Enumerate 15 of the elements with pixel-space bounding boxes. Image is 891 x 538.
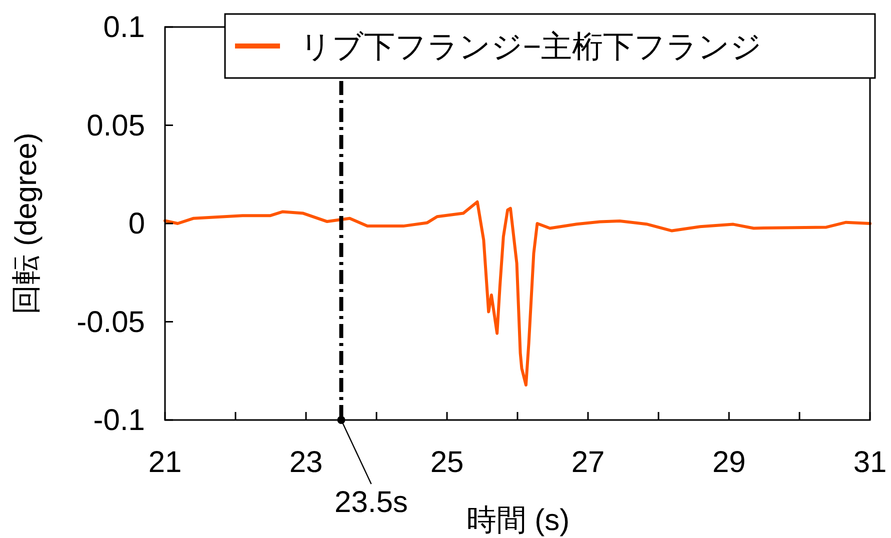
x-tick-label: 27 xyxy=(571,446,605,479)
x-tick-label: 25 xyxy=(430,446,464,479)
y-tick-label: 0 xyxy=(128,208,145,240)
legend-label: リブ下フランジ−主桁下フランジ xyxy=(300,29,762,64)
y-tick-label: 0.05 xyxy=(86,109,145,142)
x-tick-label: 31 xyxy=(853,446,887,479)
y-axis-title: 回転 (degree) xyxy=(10,132,43,314)
y-tick-label: -0.1 xyxy=(93,404,145,437)
x-axis-title: 時間 (s) xyxy=(466,504,570,537)
annotation: 23.5s xyxy=(334,486,408,519)
y-tick-label: -0.05 xyxy=(76,306,145,339)
y-tick-label: 0.1 xyxy=(103,11,145,44)
x-tick-label: 23 xyxy=(289,446,323,479)
x-tick-label: 29 xyxy=(712,446,746,479)
x-tick-label: 21 xyxy=(148,446,182,479)
